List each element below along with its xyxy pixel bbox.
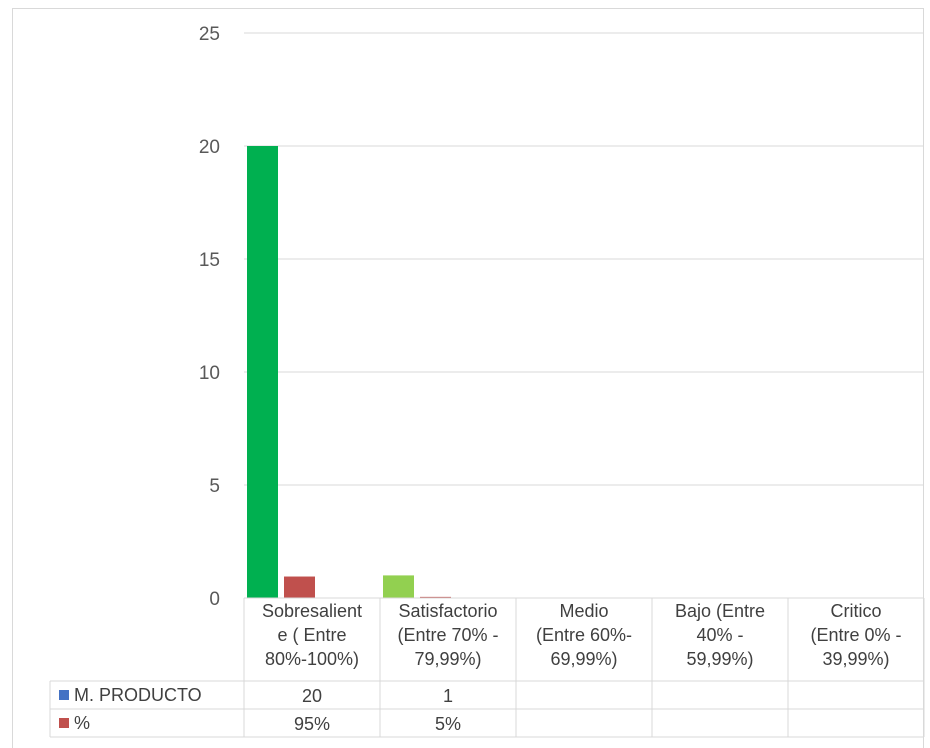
y-tick-label: 20 <box>199 137 220 158</box>
bar-m-producto <box>247 146 278 598</box>
data-table-value: 20 <box>302 686 322 706</box>
y-tick-label: 15 <box>199 250 220 271</box>
legend-key <box>59 718 69 728</box>
category-label: Bajo (Entre <box>675 601 765 621</box>
bar-m-producto <box>383 575 414 598</box>
data-table-value: 1 <box>443 686 453 706</box>
category-label: (Entre 60%- <box>536 625 632 645</box>
category-label: (Entre 70% - <box>397 625 498 645</box>
y-tick-label: 5 <box>209 476 220 497</box>
data-table-value: 95% <box>294 714 330 734</box>
category-label: 79,99%) <box>414 649 481 669</box>
category-label: Critico <box>830 601 881 621</box>
category-label: Medio <box>559 601 608 621</box>
series-name: % <box>74 713 90 733</box>
series-name: M. PRODUCTO <box>74 685 202 705</box>
category-label: e ( Entre <box>277 625 346 645</box>
category-label: 80%-100%) <box>265 649 359 669</box>
y-tick-label: 10 <box>199 363 220 384</box>
category-label: (Entre 0% - <box>810 625 901 645</box>
legend-key <box>59 690 69 700</box>
category-label: 69,99%) <box>550 649 617 669</box>
category-label: Sobresalient <box>262 601 362 621</box>
chart-frame <box>12 8 924 748</box>
data-table-value: 5% <box>435 714 461 734</box>
bar-percent <box>420 596 451 598</box>
bar-percent <box>284 576 315 598</box>
category-label: 40% - <box>696 625 743 645</box>
y-tick-label: 25 <box>199 24 220 45</box>
y-tick-label: 0 <box>209 589 220 610</box>
category-label: Satisfactorio <box>398 601 497 621</box>
category-label: 39,99%) <box>822 649 889 669</box>
category-label: 59,99%) <box>686 649 753 669</box>
